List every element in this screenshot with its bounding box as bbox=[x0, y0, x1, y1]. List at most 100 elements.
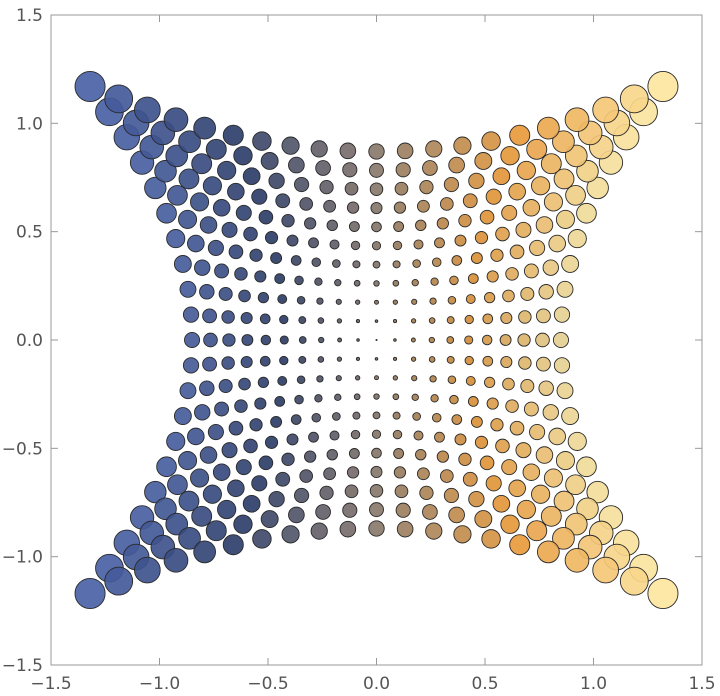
data-point bbox=[416, 199, 430, 213]
data-point bbox=[242, 494, 261, 513]
data-point bbox=[260, 510, 279, 528]
data-point bbox=[179, 382, 197, 400]
data-point bbox=[268, 172, 285, 190]
data-point bbox=[429, 375, 437, 383]
data-point bbox=[228, 420, 244, 436]
data-point bbox=[561, 255, 580, 273]
data-point bbox=[516, 499, 536, 520]
data-point bbox=[323, 467, 337, 481]
data-point bbox=[304, 217, 317, 230]
data-point bbox=[214, 401, 230, 417]
data-point bbox=[446, 316, 455, 325]
y-tick-label: 0.5 bbox=[16, 223, 43, 243]
data-point bbox=[436, 450, 449, 463]
data-point bbox=[536, 308, 551, 324]
data-point bbox=[543, 468, 563, 488]
data-point bbox=[548, 234, 566, 253]
data-point bbox=[474, 510, 493, 528]
data-point bbox=[536, 540, 560, 564]
data-point bbox=[434, 237, 445, 249]
data-point bbox=[543, 192, 563, 212]
x-tick-label: 1.0 bbox=[580, 674, 607, 694]
data-point bbox=[241, 334, 254, 346]
data-point bbox=[323, 199, 337, 213]
data-point bbox=[540, 505, 562, 527]
data-point bbox=[522, 199, 541, 217]
data-point bbox=[299, 197, 314, 211]
data-point bbox=[509, 244, 525, 260]
data-point bbox=[393, 201, 407, 214]
data-point bbox=[290, 255, 302, 266]
data-point bbox=[413, 430, 424, 441]
data-point bbox=[535, 216, 554, 234]
data-point bbox=[178, 130, 201, 154]
data-point bbox=[326, 448, 338, 461]
data-point bbox=[500, 311, 513, 325]
data-point bbox=[448, 156, 465, 174]
data-point bbox=[355, 356, 361, 361]
data-point bbox=[350, 240, 361, 251]
data-point bbox=[371, 429, 382, 439]
data-point bbox=[221, 442, 238, 459]
data-point bbox=[419, 179, 434, 195]
data-point bbox=[296, 295, 306, 305]
data-point bbox=[227, 182, 245, 201]
data-point bbox=[374, 375, 379, 381]
data-point bbox=[396, 142, 414, 160]
data-point bbox=[520, 286, 535, 301]
data-point bbox=[178, 451, 198, 471]
data-point bbox=[410, 356, 417, 362]
data-point bbox=[592, 556, 619, 584]
data-point bbox=[392, 356, 398, 361]
data-point bbox=[536, 356, 551, 372]
data-point bbox=[194, 404, 211, 421]
data-point bbox=[449, 394, 459, 405]
data-point bbox=[501, 204, 518, 221]
data-point bbox=[316, 375, 324, 383]
data-point bbox=[348, 221, 360, 232]
data-point bbox=[332, 259, 341, 268]
data-point bbox=[495, 226, 510, 242]
data-point bbox=[372, 411, 381, 420]
data-point bbox=[293, 176, 310, 193]
data-point bbox=[538, 284, 554, 300]
data-point bbox=[553, 168, 575, 190]
data-point bbox=[163, 548, 189, 573]
data-point bbox=[552, 331, 569, 349]
data-point bbox=[492, 494, 511, 513]
data-point bbox=[203, 332, 218, 348]
data-point bbox=[565, 474, 586, 496]
data-point bbox=[411, 279, 419, 287]
data-point bbox=[207, 239, 224, 257]
data-point bbox=[553, 306, 571, 323]
data-point bbox=[436, 217, 449, 230]
data-point bbox=[350, 429, 361, 440]
data-point bbox=[277, 376, 288, 386]
data-point bbox=[352, 260, 361, 269]
data-point bbox=[483, 376, 496, 388]
data-point bbox=[346, 201, 360, 214]
data-point bbox=[257, 291, 269, 304]
data-point bbox=[179, 280, 197, 298]
data-point bbox=[431, 412, 442, 423]
data-point bbox=[182, 306, 200, 323]
data-point bbox=[392, 240, 403, 251]
data-point bbox=[298, 336, 307, 344]
data-point bbox=[370, 202, 383, 215]
data-point bbox=[465, 294, 476, 304]
data-point bbox=[281, 213, 295, 228]
data-point bbox=[187, 234, 205, 253]
data-point bbox=[242, 167, 261, 186]
data-point bbox=[212, 199, 231, 217]
data-points bbox=[74, 70, 679, 610]
data-point bbox=[293, 487, 310, 504]
data-point bbox=[523, 263, 539, 279]
data-point bbox=[207, 423, 224, 441]
data-point bbox=[439, 469, 454, 483]
data-point bbox=[257, 376, 269, 388]
data-point bbox=[490, 418, 504, 432]
data-point bbox=[564, 512, 588, 536]
data-point bbox=[500, 356, 513, 369]
data-point bbox=[531, 176, 551, 196]
data-point bbox=[411, 375, 418, 382]
